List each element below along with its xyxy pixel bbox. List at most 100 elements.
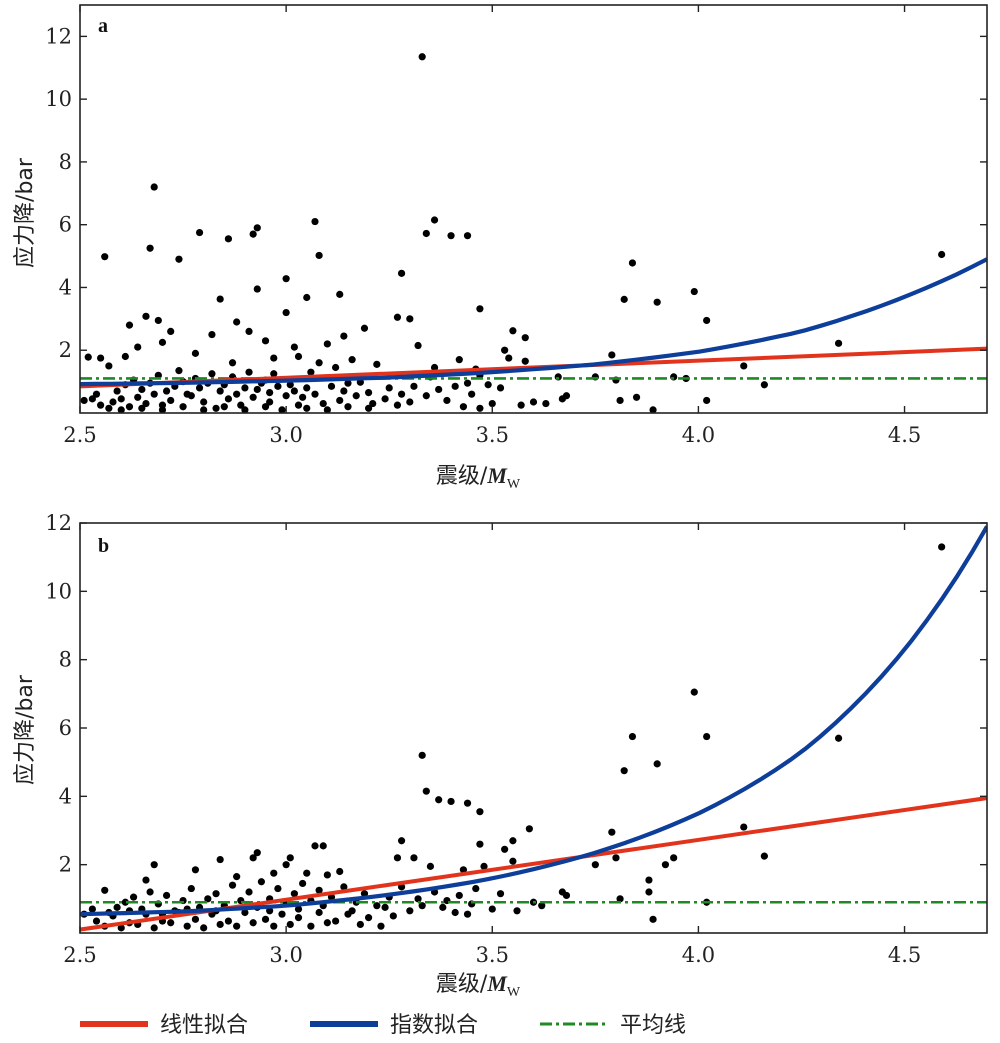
data-point-b-18 xyxy=(476,840,484,848)
fit-lines-a xyxy=(80,257,987,389)
data-point-a-60 xyxy=(97,354,105,362)
data-point-a-90 xyxy=(443,396,451,405)
data-point-a-66 xyxy=(430,363,439,372)
data-point-b-64 xyxy=(364,914,373,922)
data-point-b-144 xyxy=(294,905,303,913)
data-point-b-129 xyxy=(216,920,224,929)
data-point-a-93 xyxy=(406,398,414,406)
panel-a: 2.5 3.0 3.5 4.0 4.5 2 4 6 8 10 12 a 应力降/bar 震级/MW xyxy=(13,4,988,492)
data-point-a-160 xyxy=(385,384,393,392)
data-point-a-106 xyxy=(212,404,220,412)
data-point-a-142 xyxy=(245,368,253,376)
data-point-a-41 xyxy=(245,327,253,335)
y-tick-label-a-3: 8 xyxy=(59,150,72,174)
data-point-a-35 xyxy=(360,324,369,332)
data-point-b-26 xyxy=(249,854,257,862)
data-point-b-44 xyxy=(142,876,150,884)
data-point-b-114 xyxy=(373,902,381,910)
data-point-a-3 xyxy=(430,216,439,224)
data-point-b-85 xyxy=(121,898,129,906)
data-point-b-3 xyxy=(703,732,711,741)
y-tick-label-b-2: 6 xyxy=(59,716,72,740)
data-point-a-164 xyxy=(435,385,443,394)
data-point-b-4 xyxy=(834,734,843,742)
data-point-b-34 xyxy=(480,862,488,870)
data-point-b-57 xyxy=(488,905,496,913)
data-point-a-17 xyxy=(397,269,406,277)
data-point-a-140 xyxy=(233,390,241,398)
data-point-a-15 xyxy=(463,232,472,240)
data-point-b-96 xyxy=(212,890,220,898)
data-point-a-46 xyxy=(290,343,298,351)
y-tick-label-b-1: 4 xyxy=(59,784,72,808)
data-point-b-84 xyxy=(113,903,121,911)
ticks-b: 2.5 3.0 3.5 4.0 4.5 2 4 6 8 10 12 xyxy=(45,511,987,967)
data-point-a-30 xyxy=(406,315,414,323)
data-point-b-104 xyxy=(274,884,282,893)
data-point-b-63 xyxy=(377,922,385,930)
data-point-b-24 xyxy=(286,854,294,862)
data-point-b-5 xyxy=(418,751,426,759)
data-point-a-16 xyxy=(628,259,637,267)
data-point-b-93 xyxy=(187,884,195,893)
exp-fit-curve-b xyxy=(80,525,987,917)
data-point-a-116 xyxy=(117,395,125,403)
data-point-a-96 xyxy=(336,396,344,405)
data-point-a-11 xyxy=(253,224,261,232)
data-point-a-103 xyxy=(249,393,257,401)
data-point-a-8 xyxy=(195,228,204,237)
data-point-b-13 xyxy=(740,823,748,831)
fit-lines-b xyxy=(80,525,987,932)
data-point-b-33 xyxy=(509,857,517,865)
data-point-a-158 xyxy=(364,389,373,397)
y-tick-label-a-2: 6 xyxy=(59,213,72,237)
data-point-b-121 xyxy=(472,884,480,893)
data-point-a-169 xyxy=(117,406,125,413)
data-point-a-165 xyxy=(451,382,459,390)
x-axis-subscript-b: W xyxy=(507,985,521,1000)
data-point-a-137 xyxy=(216,387,224,395)
x-axis-label-text-b: 震级/ xyxy=(436,972,488,997)
data-point-a-2 xyxy=(311,217,319,226)
data-point-a-62 xyxy=(228,359,237,367)
data-point-a-176 xyxy=(303,404,311,412)
data-point-a-39 xyxy=(834,339,843,347)
data-point-a-126 xyxy=(138,385,146,394)
data-point-a-63 xyxy=(373,360,381,368)
data-point-b-1 xyxy=(690,688,698,696)
data-point-b-66 xyxy=(332,917,340,925)
data-point-a-156 xyxy=(344,379,352,387)
data-point-a-81 xyxy=(558,395,566,403)
data-point-b-12 xyxy=(476,808,484,816)
data-point-a-159 xyxy=(369,399,377,408)
data-point-a-4 xyxy=(938,250,946,259)
data-point-b-70 xyxy=(261,915,270,923)
x-tick-label-a-0: 2.5 xyxy=(63,423,96,447)
data-point-a-113 xyxy=(142,399,150,408)
data-point-a-59 xyxy=(84,353,92,361)
data-point-b-42 xyxy=(191,866,200,874)
scatter-points-b xyxy=(80,543,946,932)
data-point-a-5 xyxy=(101,253,109,261)
data-point-a-148 xyxy=(282,392,290,400)
data-point-a-45 xyxy=(323,340,331,348)
data-point-a-36 xyxy=(509,327,517,335)
data-point-a-1 xyxy=(150,183,158,191)
legend-label-linear: 线性拟合 xyxy=(160,1013,248,1038)
data-point-b-25 xyxy=(253,849,261,857)
data-point-b-102 xyxy=(257,878,265,886)
data-point-a-91 xyxy=(459,403,468,411)
data-point-a-84 xyxy=(649,406,657,413)
data-point-b-7 xyxy=(620,767,628,775)
data-point-a-14 xyxy=(447,232,455,240)
data-point-b-28 xyxy=(282,861,290,869)
data-point-b-147 xyxy=(381,903,389,911)
data-point-a-129 xyxy=(162,387,171,395)
data-point-a-23 xyxy=(690,287,698,296)
data-point-a-170 xyxy=(138,404,146,412)
data-point-a-143 xyxy=(253,385,261,394)
data-point-a-171 xyxy=(158,401,167,409)
data-point-a-22 xyxy=(336,290,344,298)
data-point-a-92 xyxy=(476,404,484,412)
data-point-b-117 xyxy=(414,895,422,903)
